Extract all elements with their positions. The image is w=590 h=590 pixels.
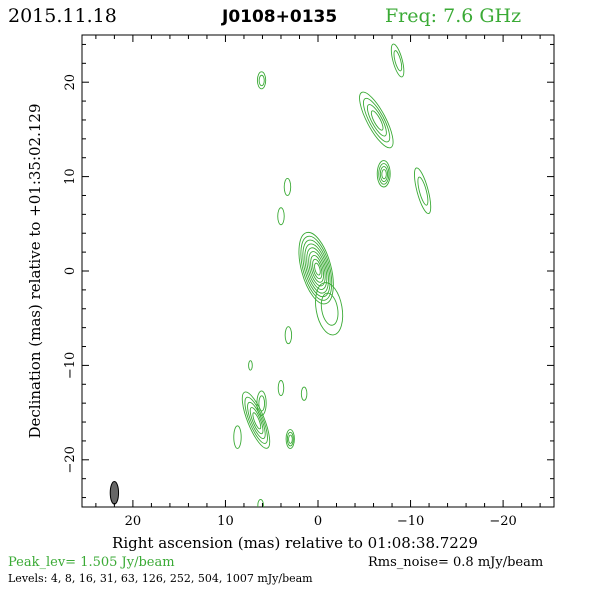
contour-component-core bbox=[298, 231, 334, 305]
contour-line bbox=[284, 326, 293, 345]
contour-line bbox=[258, 395, 266, 412]
y-tick-label: −10 bbox=[63, 352, 78, 379]
contour-line bbox=[300, 235, 333, 301]
x-tick-label: 20 bbox=[125, 514, 142, 529]
contour-line bbox=[366, 104, 387, 137]
contour-component-knot-n bbox=[256, 71, 267, 90]
y-tick-label: 10 bbox=[63, 168, 78, 185]
contour-component-knot-mid-3 bbox=[284, 326, 293, 345]
contour-line bbox=[320, 292, 339, 326]
observation-date: 2015.11.18 bbox=[8, 5, 117, 27]
rms-noise: Rms_noise= 0.8 mJy/beam bbox=[368, 555, 543, 570]
contour-line bbox=[252, 412, 262, 430]
contour-line bbox=[283, 178, 292, 196]
x-tick-label: −20 bbox=[489, 514, 516, 529]
y-tick-label: 0 bbox=[63, 267, 78, 275]
contour-component-knot-mid-2 bbox=[277, 207, 285, 226]
contour-component-jet-ne-1 bbox=[359, 91, 394, 149]
contour-line bbox=[315, 282, 344, 336]
plot-frame bbox=[81, 34, 555, 508]
contour-line bbox=[244, 396, 268, 444]
contour-line bbox=[302, 239, 331, 298]
contour-line bbox=[376, 160, 391, 188]
contour-component-jet-ne-3 bbox=[414, 167, 432, 215]
contour-component-knot-s-1 bbox=[277, 380, 285, 397]
contour-component-knot-s-3 bbox=[248, 360, 253, 371]
contour-line bbox=[414, 167, 432, 215]
tick-layer: 20 10 0 −10 −20 20 10 0 −10 −20 bbox=[63, 35, 554, 529]
contour-line bbox=[359, 91, 394, 149]
contour-line bbox=[390, 43, 405, 78]
contour-component-core-ext-south bbox=[315, 282, 344, 336]
contour-line bbox=[258, 74, 265, 87]
contour-line bbox=[393, 50, 403, 72]
contour-line bbox=[363, 97, 391, 143]
contour-line bbox=[381, 169, 387, 180]
x-axis-label: Right ascension (mas) relative to 01:08:… bbox=[112, 534, 478, 552]
contour-line bbox=[256, 71, 267, 90]
x-tick-label: 10 bbox=[217, 514, 234, 529]
y-axis-label: Declination (mas) relative to +01:35:02.… bbox=[26, 103, 44, 438]
contour-line bbox=[308, 251, 326, 287]
contour-line bbox=[288, 434, 293, 444]
contour-line bbox=[370, 110, 384, 131]
contour-levels: Levels: 4, 8, 16, 31, 63, 126, 252, 504,… bbox=[8, 572, 313, 585]
contour-line bbox=[233, 425, 242, 449]
contour-component-knot-s-4 bbox=[233, 425, 242, 449]
contour-component-knot-bottom bbox=[257, 499, 264, 507]
contour-line bbox=[378, 163, 390, 185]
contour-component-jet-sw-3 bbox=[285, 429, 295, 449]
contour-line bbox=[300, 386, 308, 401]
contour-component-jet-sw-1 bbox=[241, 391, 271, 449]
contour-line bbox=[249, 407, 264, 435]
contour-component-jet-ne-2 bbox=[376, 160, 391, 188]
contour-component-jet-sw-2 bbox=[256, 390, 267, 416]
contour-line bbox=[248, 360, 253, 371]
contour-component-knot-s-2 bbox=[300, 386, 308, 401]
beam-ellipse bbox=[109, 481, 120, 505]
contour-line bbox=[306, 247, 328, 290]
contour-line bbox=[257, 499, 264, 507]
contour-line bbox=[312, 258, 323, 280]
contour-line bbox=[379, 166, 389, 182]
contour-component-knot-mid-1 bbox=[283, 178, 292, 196]
contour-line bbox=[256, 390, 267, 416]
contour-line bbox=[241, 391, 271, 449]
contour-line bbox=[286, 431, 294, 447]
peak-level: Peak_lev= 1.505 Jy/beam bbox=[8, 555, 175, 570]
frequency-label: Freq: 7.6 GHz bbox=[385, 5, 521, 27]
contour-line bbox=[304, 243, 329, 294]
contour-layer bbox=[233, 43, 432, 507]
source-name: J0108+0135 bbox=[221, 7, 337, 27]
contour-line bbox=[247, 401, 266, 440]
y-tick-label: −20 bbox=[63, 446, 78, 473]
beam-layer bbox=[109, 481, 120, 505]
contour-line bbox=[417, 176, 429, 206]
contour-line bbox=[314, 262, 321, 276]
contour-line bbox=[310, 255, 324, 283]
y-tick-label: 20 bbox=[63, 74, 78, 91]
contour-component-jet-ne-4 bbox=[390, 43, 405, 78]
contour-line bbox=[285, 429, 295, 449]
x-tick-label: −10 bbox=[397, 514, 424, 529]
contour-line bbox=[298, 231, 334, 305]
contour-line bbox=[277, 380, 285, 397]
contour-line bbox=[277, 207, 285, 226]
x-tick-label: 0 bbox=[314, 514, 322, 529]
